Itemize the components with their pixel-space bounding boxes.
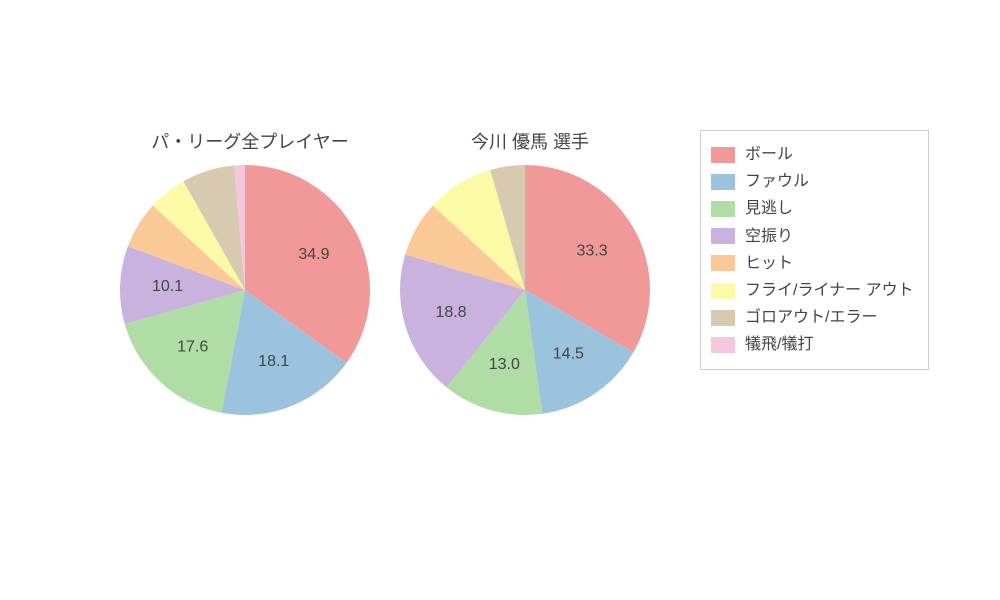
legend-row-gida: 犠飛/犠打 — [711, 331, 914, 358]
pie-chart-player: 33.3 14.5 13.0 18.8 — [400, 165, 650, 415]
legend-swatch-gida — [711, 337, 735, 353]
legend-swatch-hit — [711, 255, 735, 271]
legend-row-karaburi: 空振り — [711, 223, 914, 250]
slice-label-ball: 34.9 — [298, 246, 329, 263]
pie-title-player: 今川 優馬 選手 — [400, 128, 660, 154]
pie-chart-league: 34.9 18.1 17.6 10.1 — [120, 165, 370, 415]
slice-label-ball: 33.3 — [577, 242, 608, 259]
legend-label-fly: フライ/ライナー アウト — [745, 277, 914, 304]
legend-label-karaburi: 空振り — [745, 223, 793, 250]
legend-swatch-goro — [711, 310, 735, 326]
legend-swatch-minogashi — [711, 201, 735, 217]
slice-label-karaburi: 18.8 — [435, 304, 466, 321]
legend-row-ball: ボール — [711, 141, 914, 168]
legend: ボールファウル見逃し空振りヒットフライ/ライナー アウトゴロアウト/エラー犠飛/… — [700, 130, 929, 370]
legend-label-gida: 犠飛/犠打 — [745, 331, 813, 358]
slice-label-minogashi: 13.0 — [489, 356, 520, 373]
legend-swatch-ball — [711, 147, 735, 163]
pie-title-league: パ・リーグ全プレイヤー — [120, 128, 380, 154]
slice-label-minogashi: 17.6 — [177, 338, 208, 355]
legend-row-foul: ファウル — [711, 168, 914, 195]
legend-row-goro: ゴロアウト/エラー — [711, 304, 914, 331]
legend-row-fly: フライ/ライナー アウト — [711, 277, 914, 304]
legend-label-minogashi: 見逃し — [745, 195, 793, 222]
legend-swatch-foul — [711, 174, 735, 190]
legend-swatch-fly — [711, 283, 735, 299]
chart-stage: パ・リーグ全プレイヤー 今川 優馬 選手 34.9 18.1 17.6 10.1 33… — [0, 0, 1000, 600]
legend-label-hit: ヒット — [745, 250, 793, 277]
slice-label-foul: 18.1 — [258, 353, 289, 370]
legend-label-goro: ゴロアウト/エラー — [745, 304, 877, 331]
legend-label-foul: ファウル — [745, 168, 809, 195]
legend-row-minogashi: 見逃し — [711, 195, 914, 222]
legend-row-hit: ヒット — [711, 250, 914, 277]
legend-swatch-karaburi — [711, 228, 735, 244]
slice-label-foul: 14.5 — [553, 345, 584, 362]
slice-label-karaburi: 10.1 — [152, 278, 183, 295]
legend-label-ball: ボール — [745, 141, 793, 168]
